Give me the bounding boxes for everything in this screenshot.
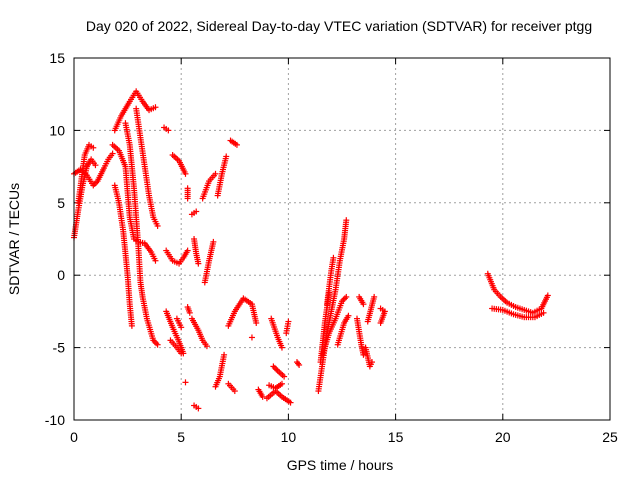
x-tick-label: 25 (602, 429, 618, 445)
data-point (326, 289, 333, 296)
y-tick-label: -10 (45, 412, 65, 428)
data-point (341, 295, 348, 302)
y-tick-label: 5 (57, 195, 65, 211)
data-point (184, 195, 191, 202)
data-point (259, 393, 266, 400)
x-axis-label: GPS time / hours (287, 457, 394, 473)
data-point (90, 144, 97, 151)
grid-lines (74, 58, 610, 420)
data-point (212, 170, 219, 177)
y-axis-label: SDTVAR / TECUs (6, 183, 22, 295)
data-point (165, 127, 172, 134)
y-tick-label: 10 (49, 122, 65, 138)
data-point (186, 309, 193, 316)
data-point (109, 150, 116, 157)
data-point (223, 153, 230, 160)
x-tick-label: 15 (388, 429, 404, 445)
data-point (285, 318, 292, 325)
data-point (281, 373, 288, 380)
data-point (343, 217, 350, 224)
data-point (203, 343, 210, 350)
y-tick-label: 15 (49, 50, 65, 66)
data-point (178, 324, 185, 331)
plot-frame (73, 57, 611, 421)
data-point (233, 141, 240, 148)
data-point (221, 351, 228, 358)
y-tick-label: 0 (57, 267, 65, 283)
data-point (295, 360, 302, 367)
data-point (377, 319, 384, 326)
data-point (128, 322, 135, 329)
data-point (92, 162, 99, 169)
data-point (360, 301, 367, 308)
data-point (271, 364, 278, 371)
data-point (152, 104, 159, 111)
data-point (287, 399, 294, 406)
data-point (296, 361, 303, 368)
data-point (182, 170, 189, 177)
axis-ticks: 0 5 10 15 20 25 -10 -5 0 5 10 15 (45, 50, 618, 445)
data-point (184, 247, 191, 254)
data-point (278, 344, 285, 351)
data-point (253, 319, 260, 326)
data-point (154, 222, 161, 229)
x-tick-label: 10 (281, 429, 297, 445)
data-point (273, 366, 280, 373)
data-point (270, 363, 277, 370)
data-point (182, 379, 189, 386)
data-point (193, 208, 200, 215)
data-point (195, 405, 202, 412)
data-point (369, 359, 376, 366)
data-point (360, 351, 367, 358)
data-point (210, 238, 217, 245)
data-point (544, 292, 551, 299)
data-point (345, 312, 352, 319)
data-point (154, 341, 161, 348)
x-tick-label: 20 (495, 429, 511, 445)
data-point (343, 293, 350, 300)
data-point (278, 380, 285, 387)
data-point (231, 388, 238, 395)
data-point (152, 257, 159, 264)
data-point (178, 350, 185, 357)
y-tick-label: -5 (53, 340, 66, 356)
chart-title: Day 020 of 2022, Sidereal Day-to-day VTE… (86, 18, 592, 34)
data-point (248, 334, 255, 341)
data-point (153, 340, 160, 347)
data-point (330, 254, 337, 261)
data-points (71, 88, 551, 412)
data-point (371, 293, 378, 300)
x-tick-label: 0 (70, 429, 78, 445)
data-point (540, 309, 547, 316)
data-point (195, 260, 202, 267)
x-tick-label: 5 (177, 429, 185, 445)
